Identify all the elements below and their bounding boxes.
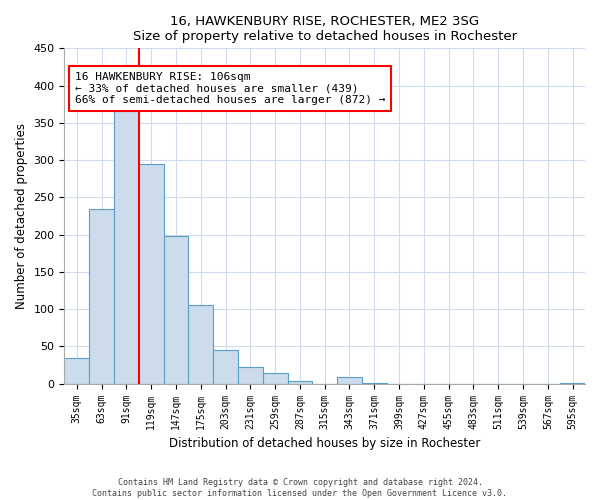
Bar <box>213 350 238 384</box>
Bar <box>188 306 213 384</box>
Bar <box>139 164 164 384</box>
Bar <box>362 383 386 384</box>
Bar <box>337 377 362 384</box>
Bar <box>64 358 89 384</box>
X-axis label: Distribution of detached houses by size in Rochester: Distribution of detached houses by size … <box>169 437 481 450</box>
Bar <box>164 236 188 384</box>
Bar <box>238 368 263 384</box>
Bar <box>114 110 139 384</box>
Title: 16, HAWKENBURY RISE, ROCHESTER, ME2 3SG
Size of property relative to detached ho: 16, HAWKENBURY RISE, ROCHESTER, ME2 3SG … <box>133 15 517 43</box>
Bar <box>89 208 114 384</box>
Text: 16 HAWKENBURY RISE: 106sqm
← 33% of detached houses are smaller (439)
66% of sem: 16 HAWKENBURY RISE: 106sqm ← 33% of deta… <box>75 72 385 105</box>
Bar <box>263 374 287 384</box>
Y-axis label: Number of detached properties: Number of detached properties <box>15 123 28 309</box>
Bar <box>287 380 313 384</box>
Text: Contains HM Land Registry data © Crown copyright and database right 2024.
Contai: Contains HM Land Registry data © Crown c… <box>92 478 508 498</box>
Bar <box>560 383 585 384</box>
